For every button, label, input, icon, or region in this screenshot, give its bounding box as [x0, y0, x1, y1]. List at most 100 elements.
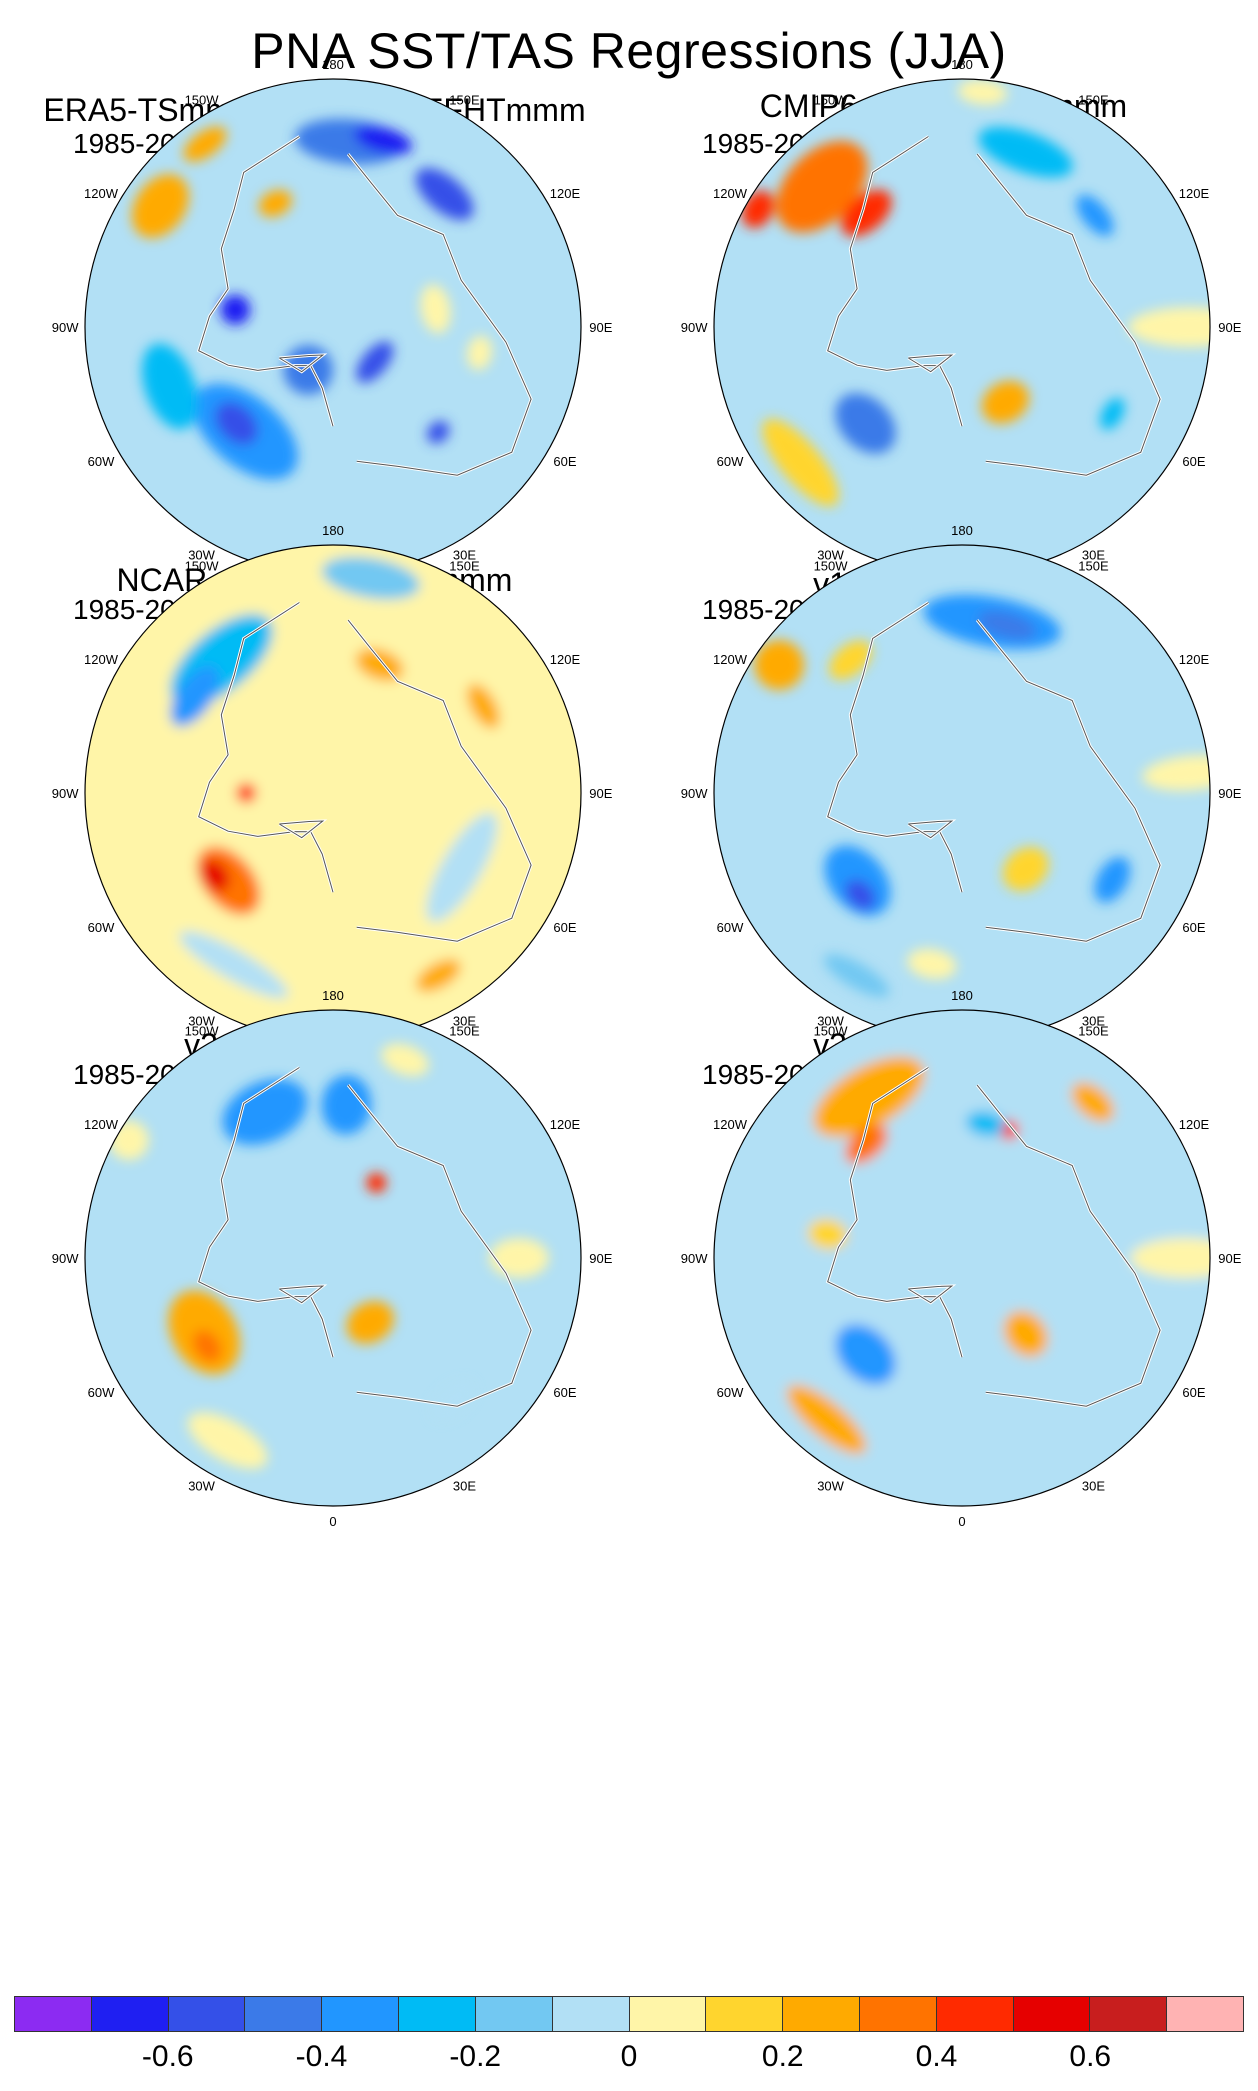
anomaly-blob — [1002, 846, 1049, 892]
longitude-label: 60E — [1182, 454, 1205, 469]
longitude-label: 60E — [1182, 920, 1205, 935]
anomaly-blob — [142, 343, 198, 430]
colorbar-swatch — [245, 1996, 323, 2032]
map-panel-1: ERA5-TSmmm / ERA5-TREFHTmmm1985-20141800… — [0, 57, 629, 702]
anomaly-blob — [1071, 1082, 1114, 1122]
longitude-label: 120E — [1179, 652, 1210, 667]
coastline — [908, 820, 954, 839]
coastline — [908, 1285, 954, 1304]
anomaly-blob — [754, 640, 804, 690]
coastline — [279, 820, 325, 839]
anomaly-blob — [907, 948, 957, 980]
anomaly-blob — [829, 640, 872, 680]
colorbar-swatch — [1167, 1996, 1244, 2032]
colorbar-tick-label: -0.2 — [449, 2040, 502, 2073]
colorbar-swatch — [706, 1996, 784, 2032]
anomaly-blob — [840, 189, 892, 237]
anomaly-blob — [741, 190, 775, 228]
longitude-label: 60E — [1182, 1385, 1205, 1400]
longitude-label: 120E — [550, 186, 581, 201]
anomaly-blob — [823, 954, 890, 998]
longitude-label: 120W — [84, 652, 119, 667]
longitude-label: 150E — [1078, 1023, 1109, 1038]
coastline — [347, 619, 532, 942]
anomaly-blob — [170, 666, 220, 727]
longitude-label: 30W — [817, 1479, 844, 1494]
longitude-label: 60W — [717, 1385, 744, 1400]
anomaly-blob — [1130, 1238, 1210, 1278]
longitude-label: 60E — [553, 1385, 576, 1400]
longitude-label: 90E — [589, 1251, 612, 1266]
map-panel-2: CMIP6_MME-AMIP mmm1985-2014180090W90E150… — [629, 57, 1258, 702]
longitude-label: 120E — [550, 1117, 581, 1132]
anomaly-blob — [1003, 1311, 1048, 1357]
coastline — [976, 153, 1161, 476]
anomaly-blob — [346, 1301, 394, 1344]
longitude-label: 30W — [188, 1479, 215, 1494]
colorbar-tick-label: 0 — [620, 2040, 638, 2073]
longitude-label: 180 — [322, 523, 344, 538]
longitude-label: 60W — [88, 1385, 115, 1400]
anomaly-blob — [835, 1324, 896, 1385]
map-boundary — [84, 1009, 582, 1507]
coastline — [976, 1084, 1161, 1407]
anomaly-blob — [85, 545, 581, 1041]
anomaly-blob — [258, 189, 292, 217]
anomaly-blob — [356, 341, 394, 383]
anomaly-blob — [775, 140, 868, 233]
colorbar-swatch — [168, 1996, 246, 2032]
anomaly-blob — [845, 1124, 888, 1164]
colorbar-swatch — [1090, 1996, 1168, 2032]
longitude-label: 150W — [185, 1023, 220, 1038]
longitude-label: 90W — [681, 786, 708, 801]
anomaly-blob — [187, 1412, 268, 1469]
coastline — [279, 1285, 325, 1304]
anomaly-blob — [978, 611, 1036, 640]
longitude-label: 150W — [814, 1023, 849, 1038]
anomaly-blob — [1100, 397, 1125, 430]
longitude-label: 30E — [1082, 1014, 1105, 1029]
anomaly-blob — [366, 1172, 387, 1193]
colorbar-swatch — [1013, 1996, 1091, 2032]
colorbar-swatch — [91, 1996, 169, 2032]
colorbar-tick-label: 0.6 — [1069, 2040, 1112, 2073]
anomaly-blob — [426, 420, 450, 444]
anomaly-blob — [183, 126, 227, 162]
longitude-label: 60W — [88, 920, 115, 935]
longitude-label: 150W — [814, 558, 849, 573]
anomaly-blob — [192, 1330, 222, 1363]
anomaly-blob — [1094, 857, 1131, 903]
longitude-label: 30W — [188, 548, 215, 563]
longitude-label: 180 — [322, 57, 344, 72]
longitude-label: 150E — [1078, 558, 1109, 573]
colorbar-tick-label: -0.4 — [295, 2040, 348, 2073]
anomaly-blob — [1128, 307, 1210, 347]
longitude-label: 30E — [1082, 1479, 1105, 1494]
anomaly-blob — [978, 127, 1073, 178]
anomaly-blob — [222, 1078, 308, 1145]
colorbar — [14, 1996, 1244, 2032]
longitude-label: 120W — [713, 186, 748, 201]
anomaly-blob — [1076, 194, 1114, 237]
colorbar-swatch — [936, 1996, 1014, 2032]
longitude-label: 90W — [681, 320, 708, 335]
longitude-label: 90W — [52, 786, 79, 801]
longitude-label: 60W — [717, 920, 744, 935]
anomaly-blob — [220, 294, 251, 325]
longitude-label: 60W — [88, 454, 115, 469]
colorbar-swatch — [475, 1996, 553, 2032]
longitude-label: 120E — [550, 652, 581, 667]
anomaly-blob — [416, 959, 461, 992]
longitude-label: 60E — [553, 920, 576, 935]
longitude-label: 30E — [453, 1014, 476, 1029]
longitude-label: 90W — [52, 320, 79, 335]
map-panel-3: NCAR_CESM2-AMIP mmm1985-2014180090W90E15… — [0, 523, 629, 1168]
coastline — [347, 153, 532, 476]
anomaly-blob — [415, 168, 474, 220]
anomaly-blob — [957, 79, 1008, 105]
anomaly-blob — [813, 1056, 925, 1138]
anomaly-blob — [845, 879, 876, 910]
longitude-label: 120E — [1179, 1117, 1210, 1132]
